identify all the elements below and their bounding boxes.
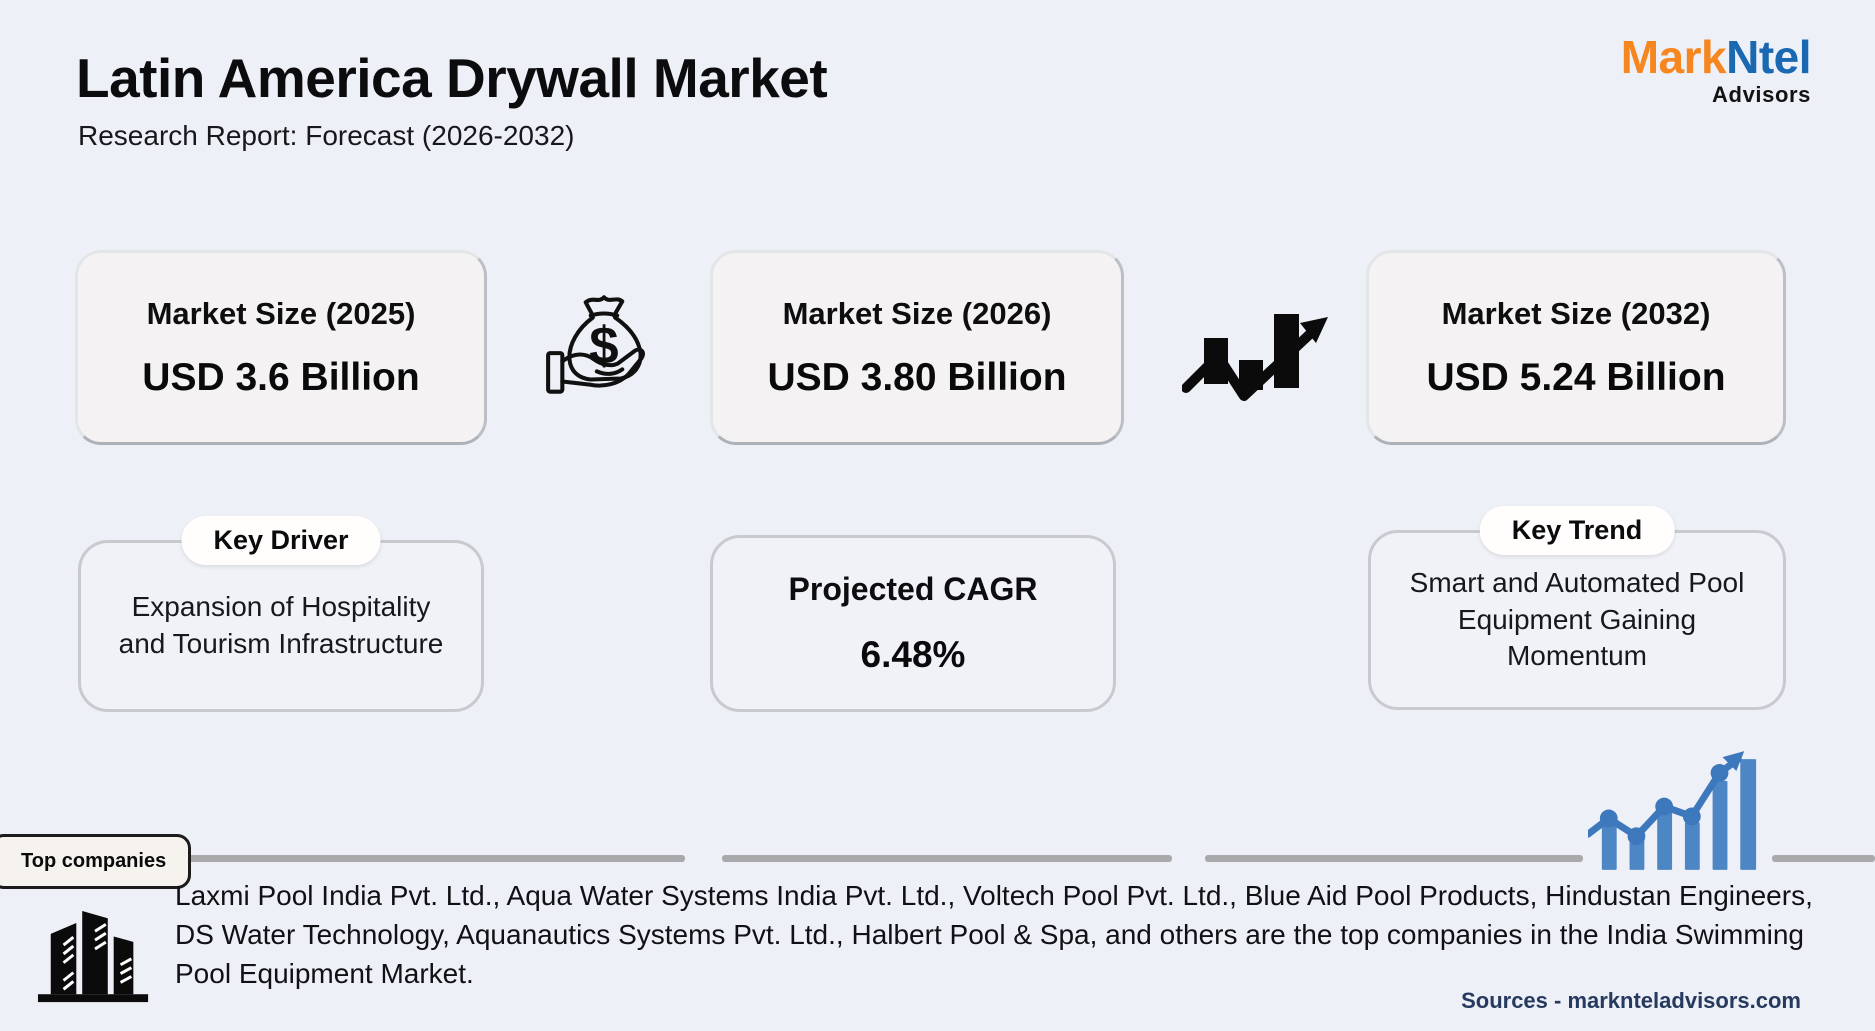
markntel-logo: MarkNtel Advisors <box>1620 31 1812 107</box>
key-trend-badge: Key Trend <box>1479 506 1675 555</box>
key-trend-text: Smart and Automated Pool Equipment Gaini… <box>1409 566 1745 672</box>
market-size-2025-card: Market Size (2025) USD 3.6 Billion <box>75 250 487 445</box>
logo-advisors-label: Advisors <box>1712 82 1811 107</box>
money-bag-in-hand-icon: $ <box>540 280 672 412</box>
page-title: Latin America Drywall Market <box>76 47 828 109</box>
top-companies-badge: Top companies <box>0 834 192 889</box>
stat-label: Market Size (2026) <box>782 295 1052 331</box>
logo-part-ntel: Ntel <box>1726 31 1811 83</box>
sources-text: Sources - marknteladvisors.com <box>1461 988 1801 1013</box>
bar-line-growth-chart-icon <box>1584 748 1766 874</box>
stat-value: USD 3.80 Billion <box>767 355 1067 399</box>
key-driver-badge: Key Driver <box>181 516 381 565</box>
cagr-value: 6.48% <box>860 634 966 675</box>
cagr-label: Projected CAGR <box>788 571 1038 607</box>
key-trend-card: Key Trend Smart and Automated Pool Equip… <box>1368 506 1786 710</box>
projected-cagr-card: Projected CAGR 6.48% <box>710 535 1116 712</box>
divider-segment <box>722 855 1172 862</box>
logo-wordmark: MarkNtel <box>1620 31 1812 83</box>
logo-part-mark: Mark <box>1620 31 1727 83</box>
stat-value: USD 3.6 Billion <box>142 355 420 399</box>
stat-label: Market Size (2025) <box>146 295 416 331</box>
top-companies-text: Laxmi Pool India Pvt. Ltd., Aqua Water S… <box>175 880 1813 989</box>
divider-segment <box>150 855 685 862</box>
page-subtitle: Research Report: Forecast (2026-2032) <box>78 120 575 151</box>
divider-segment <box>1205 855 1583 862</box>
stat-label: Market Size (2032) <box>1441 295 1711 331</box>
buildings-icon <box>36 890 154 1008</box>
market-size-2026-card: Market Size (2026) USD 3.80 Billion <box>710 250 1124 445</box>
market-size-2032-card: Market Size (2032) USD 5.24 Billion <box>1366 250 1786 445</box>
stat-value: USD 5.24 Billion <box>1426 355 1726 399</box>
key-driver-text: Expansion of Hospitality and Tourism Inf… <box>118 591 444 659</box>
growth-bars-arrow-icon <box>1181 288 1334 406</box>
key-driver-card: Key Driver Expansion of Hospitality and … <box>78 516 484 712</box>
divider-segment <box>1772 855 1875 862</box>
